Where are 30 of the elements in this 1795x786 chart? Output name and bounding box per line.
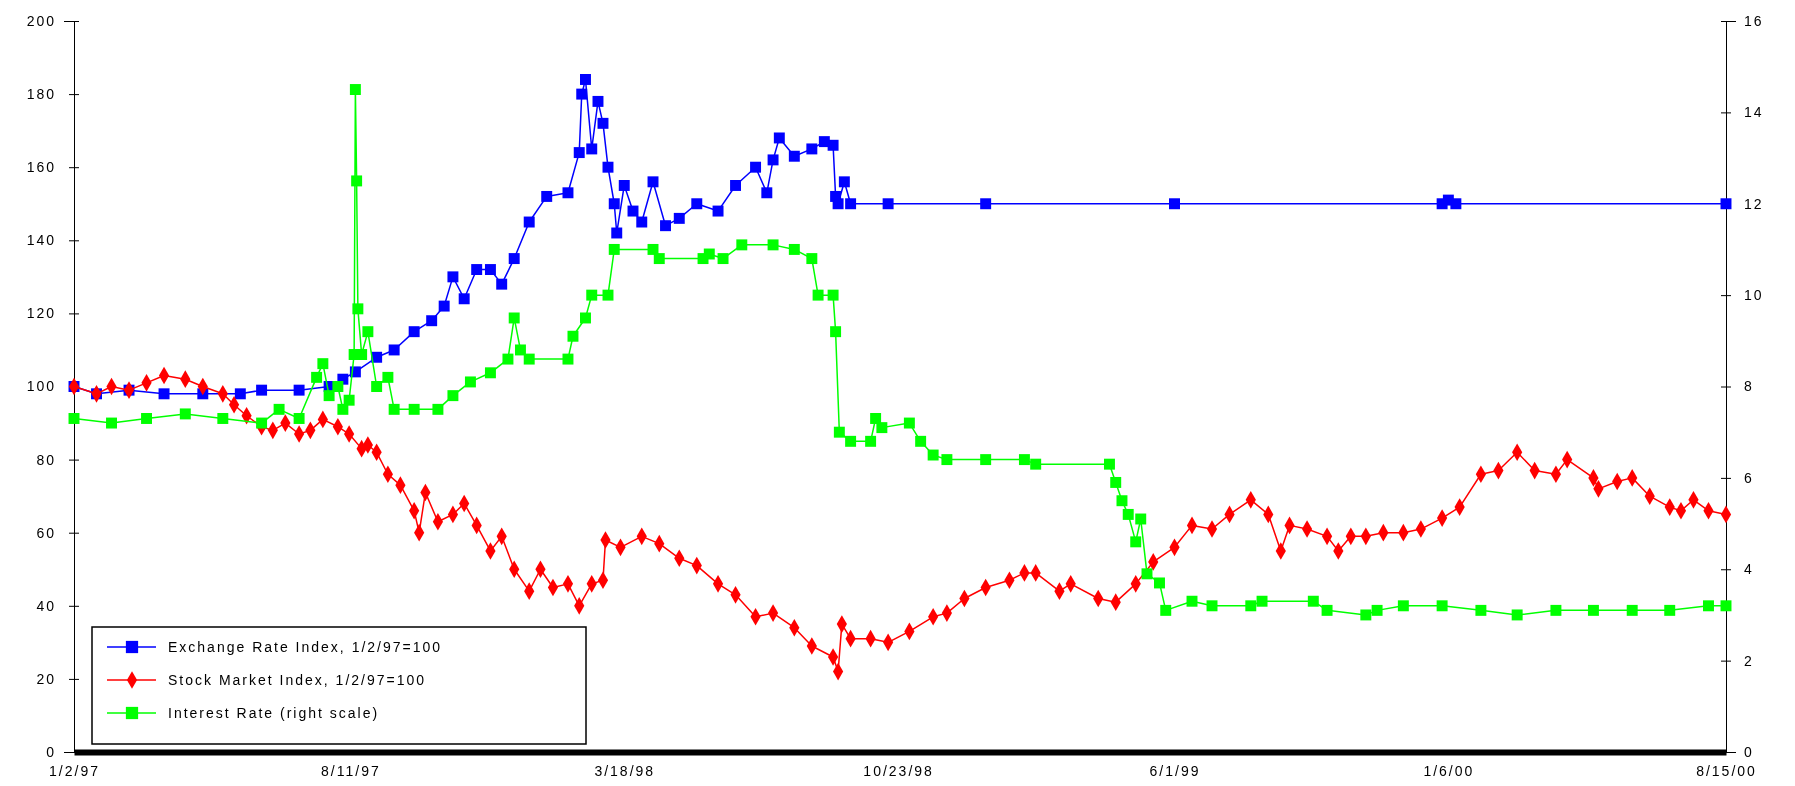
y-tick-label: 140: [26, 232, 56, 249]
y-tick-label: 60: [36, 524, 56, 541]
x-tick-label: 8/11/97: [321, 762, 381, 779]
legend-label: Exchange Rate Index, 1/2/97=100: [168, 639, 443, 655]
x-tick-label: 3/18/98: [594, 762, 656, 779]
y2-tick-label: 6: [1744, 469, 1754, 486]
x-tick-label: 6/1/99: [1149, 762, 1201, 779]
y2-tick-label: 10: [1744, 287, 1764, 304]
x-tick-label: 1/6/00: [1423, 762, 1475, 779]
y2-tick-label: 14: [1744, 104, 1764, 121]
y-tick-label: 20: [36, 670, 56, 687]
y-tick-label: 160: [26, 159, 56, 176]
y-tick-label: 0: [46, 743, 56, 760]
y2-tick-label: 0: [1744, 743, 1754, 760]
x-tick-label: 8/15/00: [1696, 762, 1757, 779]
y2-tick-label: 2: [1744, 652, 1754, 669]
y-tick-label: 200: [26, 12, 56, 29]
y-tick-label: 40: [36, 597, 56, 614]
y2-tick-label: 4: [1744, 561, 1754, 578]
y2-tick-label: 12: [1744, 195, 1764, 212]
y-tick-label: 100: [26, 378, 56, 395]
y-tick-label: 180: [26, 86, 56, 103]
y2-tick-label: 16: [1744, 12, 1764, 29]
y2-tick-label: 8: [1744, 378, 1754, 395]
y-tick-label: 120: [26, 305, 56, 322]
y-tick-label: 80: [36, 451, 56, 468]
x-tick-label: 10/23/98: [863, 762, 934, 779]
legend-label: Interest Rate (right scale): [168, 705, 380, 721]
x-tick-label: 1/2/97: [49, 762, 100, 779]
legend-label: Stock Market Index, 1/2/97=100: [168, 672, 427, 688]
